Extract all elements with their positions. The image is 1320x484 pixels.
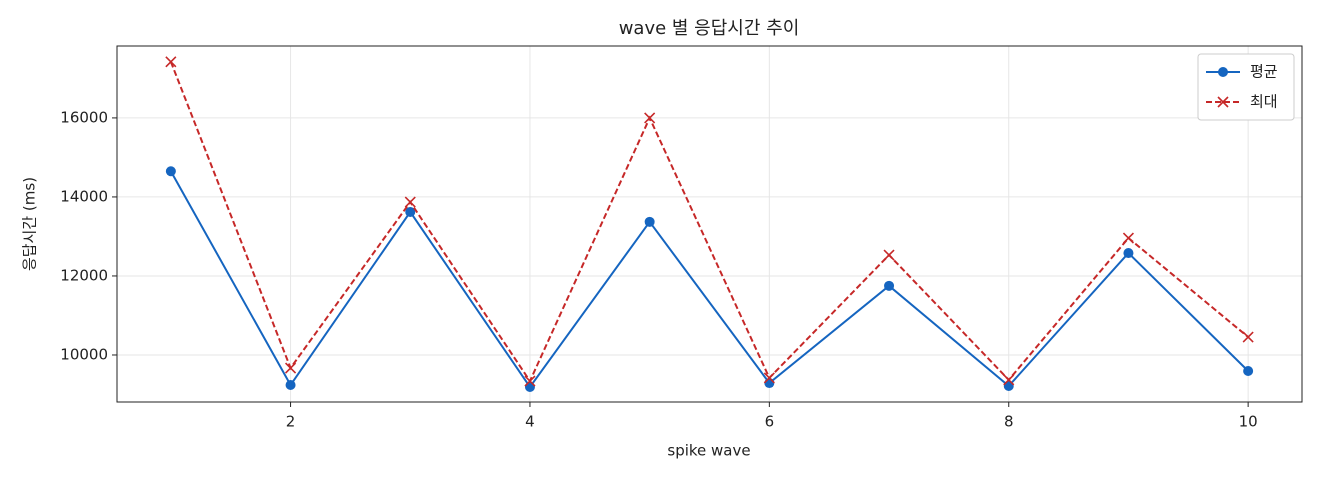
- plot-frame: [116, 45, 1303, 403]
- marker: [165, 166, 176, 177]
- marker: [1242, 331, 1254, 343]
- y-axis-label: 응답시간 (ms): [21, 177, 39, 271]
- legend-label: 최대: [1250, 93, 1278, 111]
- marker: [763, 372, 775, 384]
- legend-box: [1197, 53, 1295, 121]
- marker: [644, 216, 655, 227]
- x-tick-label: 4: [525, 413, 535, 431]
- x-tick-label: 8: [1004, 413, 1014, 431]
- x-axis-label: spike wave: [667, 442, 750, 460]
- marker: [1122, 232, 1135, 244]
- marker: [764, 378, 775, 389]
- marker: [1003, 374, 1015, 386]
- x-tick-label: 2: [286, 413, 296, 431]
- marker: [1243, 365, 1254, 376]
- marker: [405, 206, 416, 217]
- series-line: [169, 61, 1249, 384]
- x-tick-label: 6: [765, 413, 775, 431]
- marker: [404, 196, 416, 208]
- y-tick-label: 16000: [60, 108, 108, 126]
- marker: [884, 280, 895, 291]
- y-tick-label: 14000: [60, 187, 108, 205]
- legend-label: 평균: [1250, 63, 1278, 81]
- marker: [883, 249, 895, 261]
- y-tick-label: 10000: [60, 345, 108, 363]
- marker: [1123, 248, 1134, 259]
- legend-marker: [1218, 67, 1228, 77]
- legend-marker: [1217, 96, 1229, 108]
- marker: [524, 375, 536, 387]
- marker: [644, 112, 656, 124]
- marker: [165, 56, 177, 68]
- x-tick-label: 10: [1239, 413, 1258, 431]
- series-line: [169, 170, 1249, 389]
- chart-title: wave 별 응답시간 추이: [619, 18, 800, 39]
- y-tick-label: 12000: [60, 266, 108, 284]
- marker: [285, 380, 296, 391]
- marker: [284, 362, 297, 374]
